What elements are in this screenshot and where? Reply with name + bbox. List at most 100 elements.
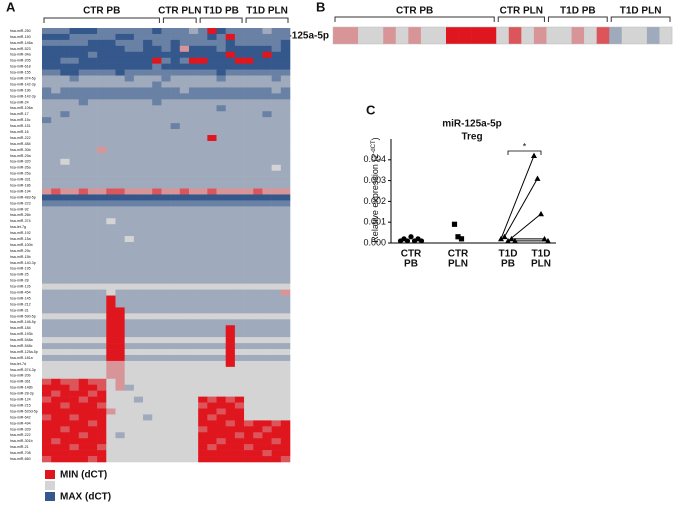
heatmap-cell	[262, 438, 272, 445]
heatmap-cell	[87, 408, 98, 415]
heatmap-cell	[124, 57, 135, 64]
heatmap-cell	[244, 253, 254, 261]
heatmap-cell	[60, 271, 70, 278]
heatmap-cell	[87, 384, 98, 391]
heatmap-cell	[143, 200, 153, 207]
heatmap-cell	[253, 390, 263, 397]
heatmap-cell	[51, 33, 61, 41]
heatmap-cell	[179, 111, 190, 118]
heatmap-cell	[143, 146, 153, 154]
heatmap-cell	[152, 164, 162, 171]
heatmap-cell	[198, 438, 208, 445]
heatmap-cell	[262, 402, 272, 409]
heatmap-cell	[161, 343, 171, 350]
heatmap-cell	[188, 212, 199, 219]
heatmap-cell	[69, 81, 80, 88]
heatmap-cell	[115, 265, 125, 273]
heatmap-cell	[244, 63, 254, 70]
heatmap-cell	[78, 337, 89, 344]
heatmap-cell	[225, 331, 236, 338]
heatmap-cell	[124, 259, 135, 267]
heatmap-cell	[115, 360, 125, 368]
heatmap-cell	[280, 259, 291, 267]
heatmap-cell	[42, 331, 52, 338]
heatmap-cell	[253, 45, 263, 53]
heatmap-cell	[253, 420, 263, 427]
heatmap-cell	[188, 432, 199, 439]
heatmap-cell	[280, 75, 291, 82]
row-label: hsa-miR-19b	[10, 88, 31, 92]
heatmap-cell	[115, 247, 125, 255]
heatmap-cell	[60, 343, 70, 350]
x-tick-label: PB	[501, 259, 515, 270]
heatmap-cell	[198, 93, 208, 100]
heatmap-cell	[216, 390, 227, 397]
heatmap-cell	[42, 343, 52, 350]
heatmap-cell	[179, 63, 190, 70]
strip-cell	[508, 27, 522, 44]
heatmap-cell	[244, 206, 254, 213]
heatmap-cell	[179, 265, 190, 273]
heatmap-cell	[97, 408, 107, 415]
row-label: hsa-miR-15c	[10, 118, 31, 122]
heatmap-cell	[262, 319, 272, 326]
heatmap-cell	[198, 402, 208, 409]
heatmap-cell	[143, 33, 153, 41]
heatmap-cell	[69, 438, 80, 445]
heatmap-cell	[152, 372, 162, 380]
heatmap-cell	[133, 331, 144, 338]
heatmap-cell	[234, 57, 245, 64]
heatmap-cell	[188, 301, 199, 308]
row-label: hsa-miR-320	[10, 160, 31, 164]
heatmap-cell	[244, 384, 254, 391]
heatmap-cell	[42, 337, 52, 344]
heatmap-cell	[198, 63, 208, 70]
strip-cell	[496, 27, 510, 44]
heatmap-cell	[170, 402, 181, 409]
heatmap-cell	[225, 218, 236, 225]
heatmap-cell	[87, 390, 98, 397]
heatmap-cell	[87, 87, 98, 94]
heatmap-cell	[60, 301, 70, 308]
heatmap-cell	[106, 319, 116, 326]
heatmap-cell	[78, 170, 89, 177]
heatmap-cell	[60, 390, 70, 397]
heatmap-cell	[152, 396, 162, 403]
heatmap-cell	[207, 230, 217, 237]
heatmap-cell	[143, 289, 153, 296]
heatmap-cell	[280, 295, 291, 302]
heatmap-cell	[42, 396, 52, 403]
heatmap-cell	[170, 57, 181, 64]
heatmap-cell	[161, 253, 171, 261]
heatmap-cell	[188, 39, 199, 47]
heatmap-cell	[51, 236, 61, 243]
heatmap-cell	[124, 325, 135, 332]
heatmap-cell	[143, 75, 153, 82]
heatmap-cell	[207, 218, 217, 225]
point	[418, 238, 425, 244]
heatmap-cell	[280, 319, 291, 326]
heatmap-cell	[78, 123, 89, 130]
heatmap-cell	[207, 414, 217, 421]
heatmap-cell	[198, 176, 208, 183]
heatmap-cell	[188, 188, 199, 195]
heatmap-cell	[143, 313, 153, 320]
heatmap-cell	[179, 390, 190, 397]
heatmap-cell	[115, 414, 125, 421]
heatmap-cell	[69, 140, 80, 148]
heatmap-cell	[198, 319, 208, 326]
heatmap-cell	[244, 33, 254, 41]
heatmap-cell	[42, 117, 52, 124]
heatmap-cell	[143, 438, 153, 445]
heatmap-cell	[280, 152, 291, 160]
point	[498, 235, 504, 242]
heatmap-cell	[179, 259, 190, 267]
group-bracket	[610, 16, 671, 22]
heatmap-cell	[280, 164, 291, 171]
heatmap-cell	[133, 396, 144, 403]
heatmap-cell	[115, 45, 125, 53]
heatmap-cell	[106, 432, 116, 439]
heatmap-cell	[87, 230, 98, 237]
heatmap-cell	[60, 93, 70, 100]
heatmap-cell	[234, 164, 245, 171]
